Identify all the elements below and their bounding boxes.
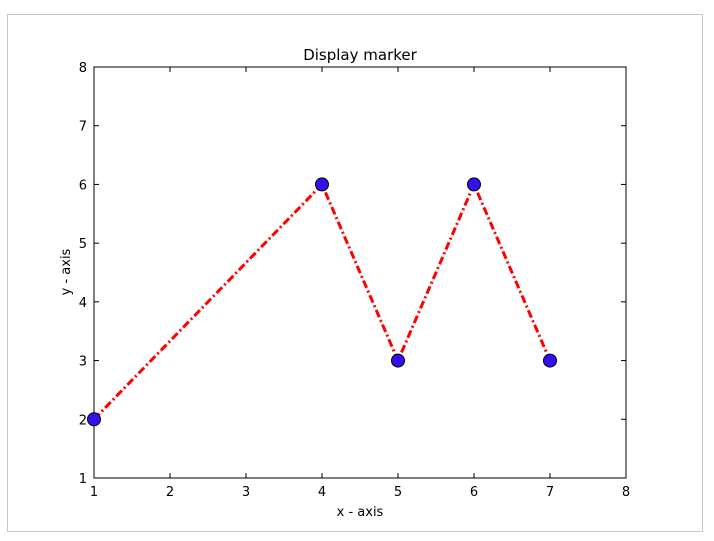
x-tick-label: 5 [394, 485, 402, 500]
data-point-marker [87, 412, 101, 427]
x-tick-label: 2 [166, 485, 174, 500]
y-tick-label: 8 [79, 61, 87, 76]
x-tick-label: 8 [622, 485, 630, 500]
axis-ticks: 1 2 3 4 5 6 7 8 1 2 3 4 5 6 7 8 [79, 61, 630, 500]
x-tick-label: 3 [242, 485, 250, 500]
data-point-marker [315, 177, 329, 192]
data-point-marker [391, 353, 405, 368]
y-tick-label: 2 [79, 413, 87, 428]
x-tick-label: 6 [470, 485, 478, 500]
data-point-marker [467, 177, 481, 192]
chart-title: Display marker [303, 46, 417, 64]
y-tick-label: 5 [79, 237, 87, 252]
y-tick-label: 6 [79, 178, 87, 193]
series-layer [87, 177, 557, 427]
x-axis-label: x - axis [337, 505, 384, 520]
x-tick-label: 4 [318, 485, 326, 500]
y-axis-label: y - axis [59, 248, 74, 295]
y-tick-label: 1 [79, 472, 87, 487]
y-tick-label: 4 [79, 296, 87, 311]
x-tick-label: 1 [90, 485, 98, 500]
x-tick-label: 7 [546, 485, 554, 500]
y-tick-label: 3 [79, 355, 87, 370]
y-tick-label: 7 [79, 120, 87, 135]
data-point-marker [543, 353, 557, 368]
